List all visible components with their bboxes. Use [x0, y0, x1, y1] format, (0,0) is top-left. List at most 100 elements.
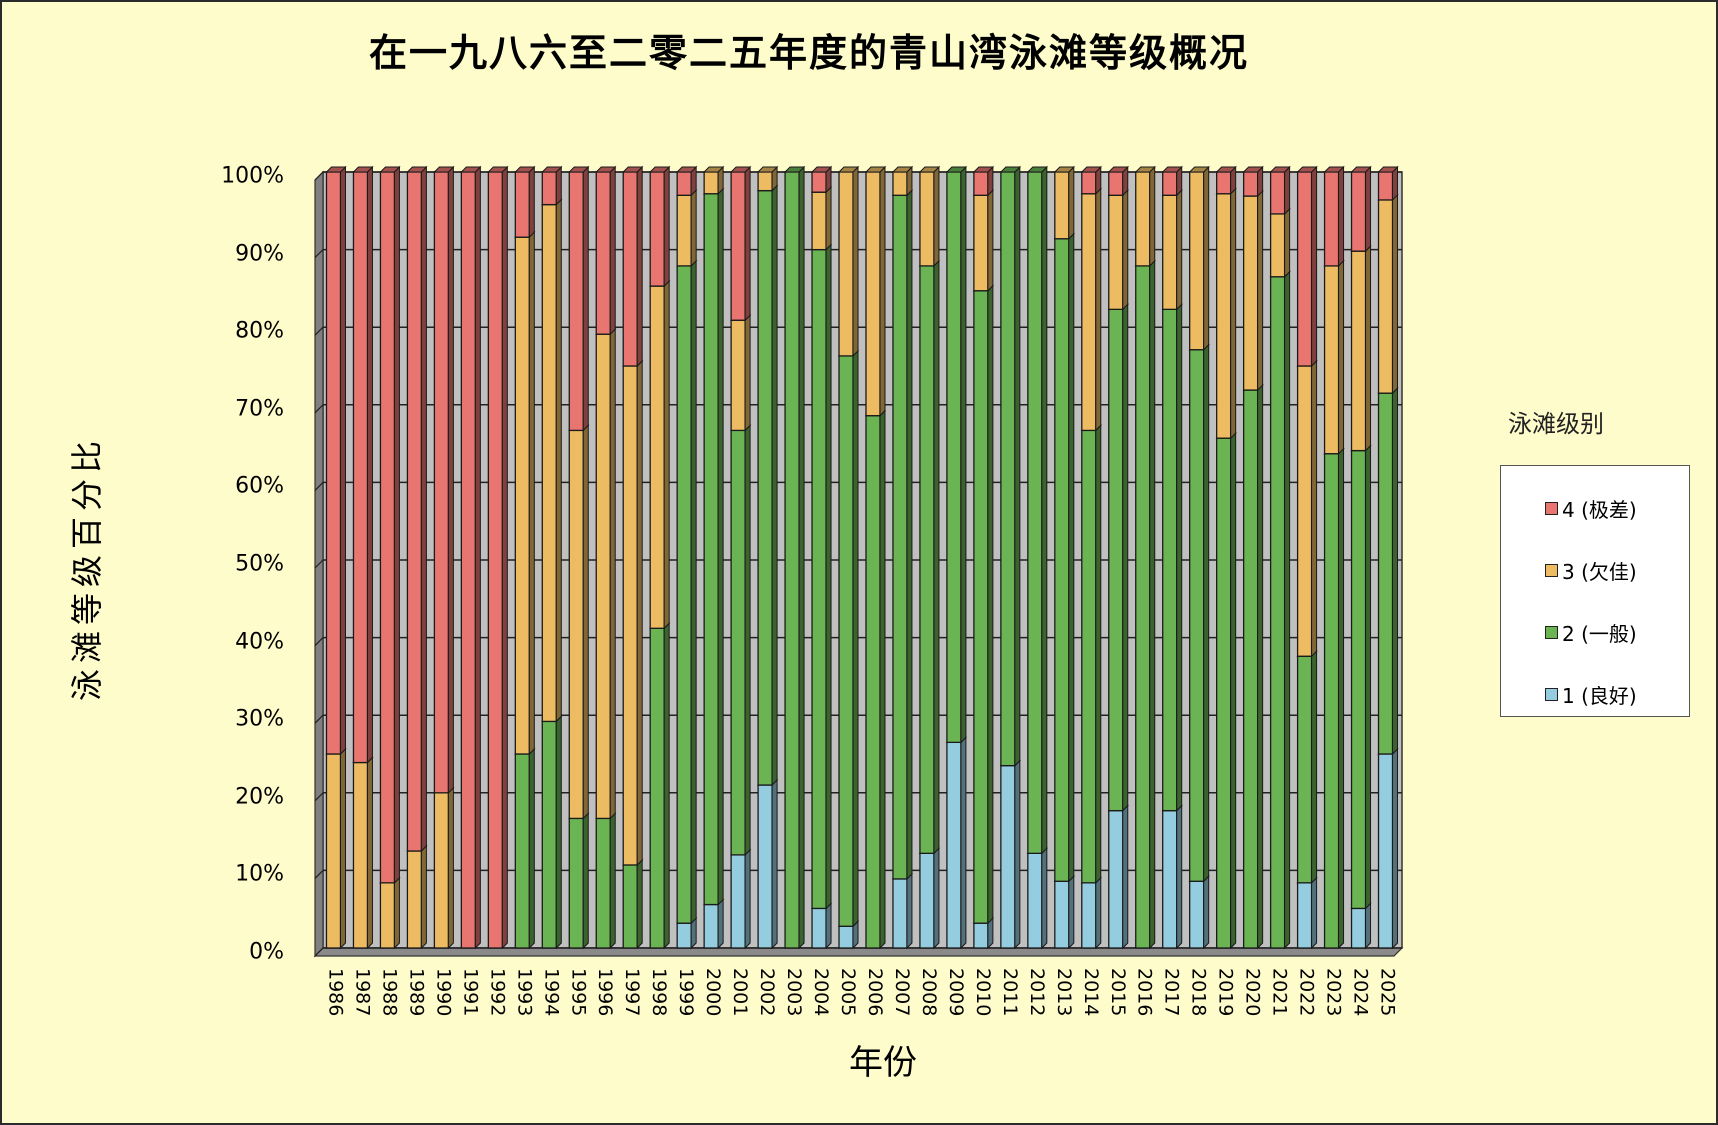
bar-segment [891, 189, 914, 881]
x-tick-label: 2016 [1133, 968, 1156, 1017]
bar-segment [972, 189, 995, 292]
bar-segment [622, 165, 644, 368]
bar-segment [487, 165, 509, 950]
bar-segment [918, 165, 941, 268]
bar-segment [1161, 189, 1183, 311]
bar-segment [1053, 232, 1076, 883]
bar-segment [1323, 447, 1345, 950]
gridline-side [314, 481, 324, 491]
bar-segment [595, 165, 617, 336]
bar-segment [1377, 747, 1399, 950]
bar-segment [864, 165, 887, 417]
bar-segment [379, 876, 401, 950]
bar-segment [1134, 165, 1156, 268]
legend-label: 4 (极差) [1562, 498, 1637, 522]
bar-segment [972, 284, 995, 925]
bar-segment [1080, 187, 1102, 432]
bar-segment [460, 165, 482, 950]
bar-segment [648, 279, 671, 630]
bar-segment [945, 165, 968, 744]
x-tick-label: 2022 [1295, 968, 1318, 1017]
bar-segment [918, 259, 941, 855]
x-tick-label: 2012 [1025, 968, 1048, 1017]
swatch-grade-2-icon [1545, 626, 1558, 639]
bar-segment [756, 184, 779, 787]
x-tick-label: 2002 [756, 968, 779, 1017]
bar-segment [1350, 165, 1372, 253]
bar-segment [837, 165, 860, 358]
x-tick-label: 2007 [890, 968, 913, 1017]
legend-item-grade-1: 1 (良好) [1545, 680, 1637, 709]
bar-segment [702, 165, 725, 195]
bar-segment [1107, 165, 1129, 197]
x-tick-label: 2018 [1187, 968, 1210, 1017]
bar-segment [675, 165, 698, 197]
bar-segment [568, 165, 590, 432]
legend-label: 3 (欠佳) [1562, 560, 1637, 584]
y-tick-label: 0% [249, 939, 284, 965]
bar-segment [568, 812, 590, 950]
y-tick-label: 30% [235, 706, 284, 732]
y-tick-label: 20% [235, 784, 284, 810]
x-tick-label: 2004 [810, 968, 833, 1017]
bar-segment [1215, 165, 1237, 195]
x-tick-label: 1987 [351, 968, 374, 1017]
bar-segment [541, 165, 563, 206]
bar-segment [1107, 303, 1129, 812]
bar-segment [1377, 193, 1399, 395]
bar-segment [1161, 804, 1183, 950]
gridline-side [314, 637, 324, 647]
bar-segment [1107, 189, 1129, 311]
bar-segment [595, 812, 617, 950]
x-tick-label: 2000 [702, 968, 725, 1017]
bar-segment [1269, 207, 1291, 278]
x-tick-label: 2003 [783, 968, 806, 1017]
x-tick-label: 2005 [837, 968, 859, 1017]
bar-segment [1188, 165, 1210, 351]
y-tick-label: 90% [235, 241, 284, 267]
x-tick-label: 2019 [1214, 968, 1237, 1017]
legend-item-grade-4: 4 (极差) [1545, 494, 1637, 523]
x-tick-label: 2001 [729, 968, 752, 1017]
bar-segment [1269, 165, 1291, 216]
bar-segment [433, 165, 455, 795]
x-tick-label: 1989 [405, 968, 428, 1017]
bar-segment [1323, 259, 1345, 455]
legend-item-grade-2: 2 (一般) [1545, 618, 1637, 647]
bar-segment [1296, 359, 1318, 658]
bar-segment [999, 165, 1022, 767]
gridline-side [314, 559, 324, 569]
bar-segment [810, 243, 833, 910]
bar-segment [1161, 303, 1183, 812]
legend-label: 1 (良好) [1562, 684, 1637, 708]
bar-segment [1053, 165, 1076, 240]
bar-segment [1377, 386, 1399, 756]
y-tick-label: 70% [235, 396, 284, 422]
bar-segment [810, 902, 833, 950]
x-tick-label: 1986 [324, 968, 347, 1017]
bar-segment [622, 359, 644, 867]
bar-segment [352, 756, 374, 950]
legend-title: 泳滩级别 [1508, 410, 1604, 438]
y-tick-label: 100% [221, 163, 284, 189]
x-tick-label: 1994 [540, 968, 563, 1017]
bar-segment [1080, 876, 1102, 950]
bar-segment [1215, 187, 1237, 440]
bar-segment [783, 165, 806, 950]
bar-segment [1080, 424, 1102, 885]
legend: 4 (极差) 3 (欠佳) 2 (一般) 1 (良好) [1500, 465, 1690, 717]
bar-segment [379, 165, 401, 885]
x-tick-label: 2010 [971, 968, 994, 1017]
bar-segment [1296, 876, 1318, 950]
x-tick-label: 2009 [944, 968, 967, 1017]
bar-segment [1026, 165, 1049, 855]
x-tick-label: 2008 [917, 968, 940, 1017]
swatch-grade-4-icon [1545, 502, 1558, 515]
bar-segment [729, 165, 752, 322]
y-tick-label: 60% [235, 473, 284, 499]
bar-segment [514, 165, 536, 239]
x-tick-label: 1995 [567, 968, 590, 1017]
bar-segment [918, 847, 941, 950]
bar-segment [1188, 343, 1210, 883]
